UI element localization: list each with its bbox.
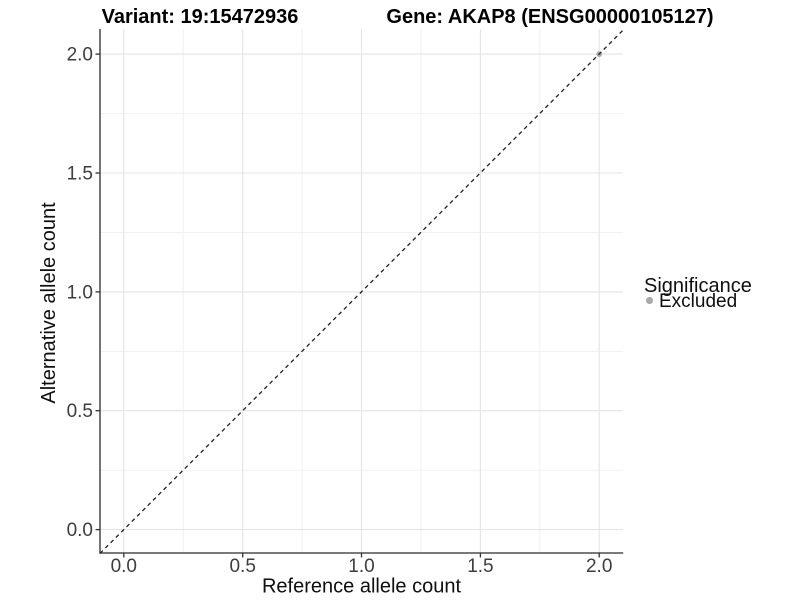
y-tick-label: 0.0: [67, 520, 93, 541]
legend-title: Significance: [644, 275, 752, 297]
x-tick-label: 2.0: [586, 556, 612, 577]
plot-title-gene: Gene: AKAP8 (ENSG00000105127): [386, 6, 713, 28]
legend-key-dot: [645, 296, 654, 305]
y-axis-title: Alternative allele count: [38, 202, 60, 404]
plot-title-variant: Variant: 19:15472936: [102, 6, 299, 28]
x-tick-label: 0.5: [229, 556, 255, 577]
legend: Significance Excluded: [644, 275, 752, 312]
y-tick-labels: 2.0 1.5 1.0 0.5 0.0: [67, 45, 93, 541]
x-tick-marks: [123, 553, 600, 558]
y-tick-marks: [95, 53, 100, 531]
x-tick-label: 1.0: [348, 556, 374, 577]
y-tick-label: 2.0: [67, 45, 93, 66]
legend-item-label: Excluded: [659, 291, 737, 312]
y-tick-label: 0.5: [67, 401, 93, 422]
x-tick-label: 1.5: [467, 556, 493, 577]
x-tick-label: 0.0: [111, 556, 137, 577]
x-tick-labels: 0.0 0.5 1.0 1.5 2.0: [111, 556, 613, 577]
x-axis-title: Reference allele count: [262, 576, 461, 598]
y-tick-label: 1.0: [67, 282, 93, 303]
y-tick-label: 1.5: [67, 164, 93, 185]
identity-line: [99, 29, 624, 554]
